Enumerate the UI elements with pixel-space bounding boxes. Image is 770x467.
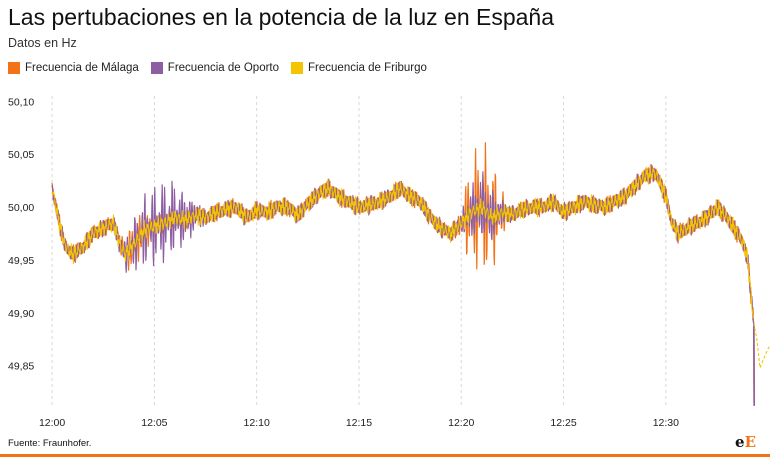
series-tail-friburgo bbox=[753, 323, 770, 369]
x-tick-label: 12:00 bbox=[39, 417, 65, 429]
x-tick-label: 12:30 bbox=[653, 417, 679, 429]
y-tick-label: 50,10 bbox=[8, 96, 34, 108]
legend-swatch-friburgo bbox=[291, 62, 304, 74]
legend-item-malaga[interactable]: Frecuencia de Málaga bbox=[8, 62, 139, 74]
x-tick-label: 12:15 bbox=[346, 417, 372, 429]
x-tick-label: 12:10 bbox=[244, 417, 270, 429]
y-tick-label: 49,85 bbox=[8, 361, 34, 373]
legend-item-oporto[interactable]: Frecuencia de Oporto bbox=[150, 62, 280, 74]
legend-swatch-malaga bbox=[8, 62, 20, 74]
y-tick-label: 49,95 bbox=[8, 255, 34, 267]
x-tick-label: 12:20 bbox=[448, 417, 474, 429]
chart-legend: Frecuencia de Málaga Frecuencia de Oport… bbox=[8, 60, 439, 76]
series-line-friburgo bbox=[51, 165, 755, 319]
y-tick-label: 49,90 bbox=[8, 308, 34, 320]
source-note: Fuente: Fraunhofer. bbox=[8, 438, 92, 449]
legend-label-oporto: Frecuencia de Oporto bbox=[167, 62, 280, 74]
legend-label-friburgo: Frecuencia de Friburgo bbox=[308, 62, 427, 74]
legend-item-friburgo[interactable]: Frecuencia de Friburgo bbox=[291, 62, 427, 74]
x-tick-label: 12:25 bbox=[550, 417, 576, 429]
y-tick-label: 50,00 bbox=[8, 202, 34, 214]
brand-logo: eE bbox=[735, 433, 756, 451]
chart-subtitle: Datos en Hz bbox=[8, 36, 77, 50]
line-chart: 12:00 12:05 12:10 12:15 12:20 12:25 12:30 50,10… bbox=[8, 96, 770, 429]
legend-swatch-oporto bbox=[150, 62, 163, 74]
x-tick-label: 12:05 bbox=[141, 417, 167, 429]
chart-title: Las pertubaciones en la potencia de la l… bbox=[8, 4, 555, 30]
legend-label-malaga: Frecuencia de Málaga bbox=[25, 62, 139, 74]
bottom-rule bbox=[0, 454, 770, 457]
y-tick-label: 50,05 bbox=[8, 149, 34, 161]
